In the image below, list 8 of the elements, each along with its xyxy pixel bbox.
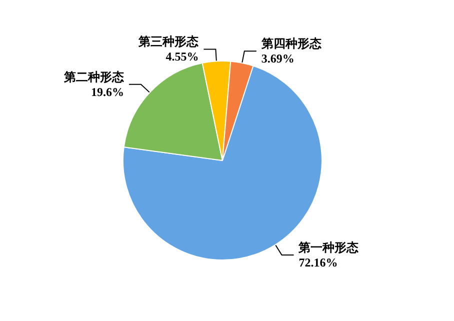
slice-label: 第三种形态 — [138, 34, 200, 49]
data-label: 3.69% — [261, 52, 294, 66]
slice-label: 第二种形态 — [62, 70, 125, 84]
data-label: 19.6% — [90, 84, 124, 99]
slice-label: 第四种形态 — [260, 36, 322, 51]
data-label: 4.55% — [166, 50, 199, 64]
slice-label: 第一种形态 — [298, 240, 360, 254]
data-label: 72.16% — [298, 255, 338, 270]
